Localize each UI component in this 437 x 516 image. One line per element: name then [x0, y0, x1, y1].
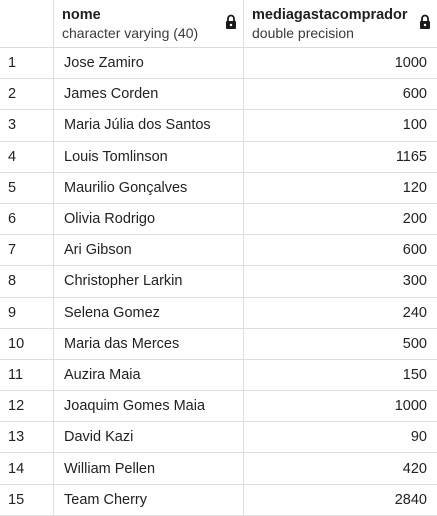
table-row[interactable]: 3 Maria Júlia dos Santos 100 [0, 110, 437, 142]
cell-mediagastacomprador[interactable]: 500 [402, 335, 427, 352]
table-row[interactable]: 2 James Corden 600 [0, 79, 437, 111]
column-title: nome [62, 7, 101, 23]
column-title: mediagastacomprador [252, 7, 408, 23]
table-row[interactable]: 4 Louis Tomlinson 1165 [0, 141, 437, 173]
table-row[interactable]: 10 Maria das Merces 500 [0, 328, 437, 360]
table-row[interactable]: 1 Jose Zamiro 1000 [0, 48, 437, 80]
cell-mediagastacomprador[interactable]: 150 [402, 366, 427, 383]
cell-nome[interactable]: Maria das Merces [54, 328, 244, 359]
table-row[interactable]: 5 Maurilio Gonçalves 120 [0, 172, 437, 204]
table-row[interactable]: 15 Team Cherry 2840 [0, 484, 437, 516]
cell-mediagastacomprador[interactable]: 600 [402, 86, 427, 103]
cell-mediagastacomprador[interactable]: 120 [402, 179, 427, 196]
row-number: 15 [0, 484, 54, 515]
row-number: 5 [0, 172, 54, 203]
row-number: 7 [0, 235, 54, 266]
row-number: 4 [0, 141, 54, 172]
table-row[interactable]: 6 Olivia Rodrigo 200 [0, 203, 437, 236]
cell-nome[interactable]: David Kazi [54, 422, 244, 453]
row-number: 3 [0, 110, 54, 141]
cell-nome[interactable]: Joaquim Gomes Maia [54, 391, 244, 422]
table-row[interactable]: 11 Auzira Maia 150 [0, 359, 437, 392]
row-number: 2 [0, 79, 54, 110]
grid-header: nome character varying (40) mediagastaco… [0, 0, 437, 48]
row-number: 12 [0, 391, 54, 422]
cell-nome[interactable]: Olivia Rodrigo [54, 203, 244, 235]
cell-nome[interactable]: Maurilio Gonçalves [54, 172, 244, 203]
lock-icon [226, 14, 236, 29]
cell-mediagastacomprador[interactable]: 300 [402, 273, 427, 290]
table-row[interactable]: 13 David Kazi 90 [0, 422, 437, 454]
cell-nome[interactable]: Ari Gibson [54, 235, 244, 266]
cell-nome[interactable]: Jose Zamiro [54, 48, 244, 79]
cell-mediagastacomprador[interactable]: 90 [410, 429, 427, 446]
row-number: 13 [0, 422, 54, 453]
row-number: 6 [0, 203, 54, 235]
table-row[interactable]: 12 Joaquim Gomes Maia 1000 [0, 391, 437, 423]
cell-nome[interactable]: James Corden [54, 79, 244, 110]
cell-nome[interactable]: Christopher Larkin [54, 266, 244, 297]
column-header-mediagastacomprador[interactable]: mediagastacomprador double precision [244, 0, 437, 47]
lock-icon [420, 14, 430, 29]
cell-nome[interactable]: William Pellen [54, 453, 244, 484]
cell-nome[interactable]: Maria Júlia dos Santos [54, 110, 244, 141]
column-type: character varying (40) [62, 25, 199, 41]
row-number: 11 [0, 359, 54, 391]
table-row[interactable]: 8 Christopher Larkin 300 [0, 266, 437, 298]
cell-mediagastacomprador[interactable]: 600 [402, 242, 427, 259]
row-number: 10 [0, 328, 54, 359]
cell-mediagastacomprador[interactable]: 200 [402, 211, 427, 228]
table-row[interactable]: 9 Selena Gomez 240 [0, 297, 437, 329]
column-type: double precision [252, 25, 354, 41]
row-number: 1 [0, 48, 54, 79]
cell-mediagastacomprador[interactable]: 1000 [394, 55, 427, 72]
cell-nome[interactable]: Louis Tomlinson [54, 141, 244, 172]
table-row[interactable]: 7 Ari Gibson 600 [0, 235, 437, 267]
table-row[interactable]: 14 William Pellen 420 [0, 453, 437, 485]
cell-mediagastacomprador[interactable]: 240 [402, 304, 427, 321]
cell-nome[interactable]: Selena Gomez [54, 297, 244, 328]
cell-mediagastacomprador[interactable]: 2840 [394, 491, 427, 508]
cell-mediagastacomprador[interactable]: 420 [402, 460, 427, 477]
cell-mediagastacomprador[interactable]: 1000 [394, 398, 427, 415]
cell-nome[interactable]: Team Cherry [54, 484, 244, 515]
cell-mediagastacomprador[interactable]: 1165 [395, 148, 427, 165]
row-number: 14 [0, 453, 54, 484]
column-header-nome[interactable]: nome character varying (40) [54, 0, 244, 47]
cell-nome[interactable]: Auzira Maia [54, 359, 244, 391]
row-number-header [0, 0, 54, 47]
row-number: 9 [0, 297, 54, 328]
row-number: 8 [0, 266, 54, 297]
cell-mediagastacomprador[interactable]: 100 [402, 117, 427, 134]
